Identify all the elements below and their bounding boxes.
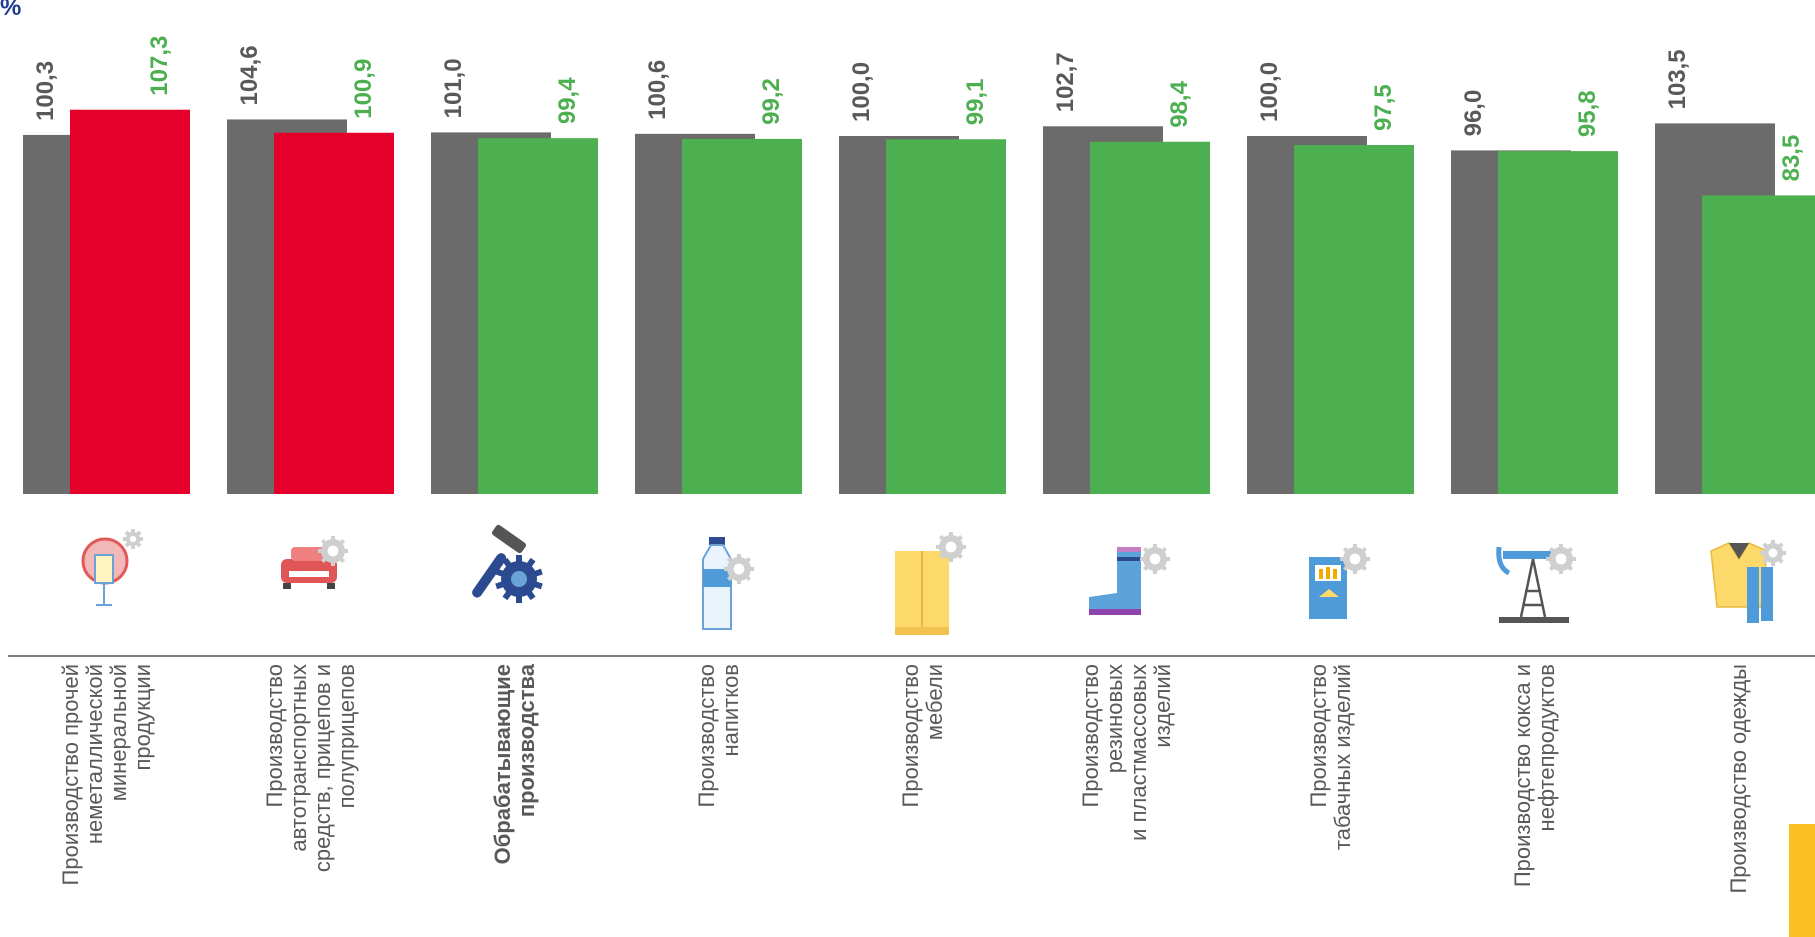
- category-label-8: Производство одежды: [1726, 664, 1751, 894]
- cigarettes-icon: [1309, 544, 1370, 619]
- category-label-line: средств, прицепов и: [310, 664, 335, 872]
- bar-colored-0: [70, 109, 190, 494]
- category-label-line: Производство: [1306, 664, 1331, 807]
- car-icon: [281, 536, 348, 589]
- hammer-gear-icon: [472, 524, 543, 603]
- value-label-grey-3: 100,6: [644, 60, 671, 120]
- value-label-grey-6: 100,0: [1256, 62, 1283, 122]
- category-label-line: неметаллической: [82, 664, 107, 844]
- category-label-5: Производство резиновых и пластмассовых изде…: [1078, 664, 1175, 841]
- category-label-line: изделий: [1150, 664, 1175, 748]
- value-label-grey-2: 101,0: [440, 58, 467, 118]
- value-label-colored-5: 98,4: [1166, 80, 1193, 127]
- oil-pump-icon: [1496, 544, 1576, 623]
- value-label-colored-0: 107,3: [146, 36, 173, 96]
- boot-icon: [1089, 544, 1170, 615]
- category-label-line: нефтепродуктов: [1534, 664, 1559, 831]
- category-label-line: Производство прочей: [58, 664, 83, 885]
- category-label-line: Производство: [262, 664, 287, 807]
- category-label-line: автотранспортных: [286, 664, 311, 852]
- category-label-2: Обрабатывающие производства: [490, 663, 539, 864]
- bar-colored-7: [1498, 151, 1618, 494]
- category-label-1: Производство автотранспортных средств, при…: [262, 664, 359, 872]
- value-label-grey-5: 102,7: [1052, 52, 1079, 112]
- glass-icon: [81, 529, 143, 606]
- bar-colored-5: [1090, 141, 1210, 494]
- value-label-colored-4: 99,1: [962, 79, 989, 126]
- category-label-line: резиновых: [1102, 664, 1127, 773]
- category-label-line: Производство: [1078, 664, 1103, 807]
- value-label-colored-8: 83,5: [1778, 135, 1805, 182]
- value-label-colored-6: 97,5: [1370, 84, 1397, 131]
- category-label-line: производства: [514, 663, 539, 817]
- bar-colored-1: [274, 132, 394, 494]
- value-label-grey-0: 100,3: [32, 61, 59, 121]
- bar-colored-3: [682, 138, 802, 494]
- category-label-line: полуприцепов: [334, 664, 359, 808]
- category-label-line: напитков: [718, 664, 743, 756]
- value-label-grey-4: 100,0: [848, 62, 875, 122]
- category-label-7: Производство кокса и нефтепродуктов: [1510, 664, 1559, 887]
- value-label-colored-7: 95,8: [1574, 90, 1601, 137]
- category-label-line: Производство кокса и: [1510, 664, 1535, 887]
- category-label-3: Производство напитков: [694, 664, 743, 807]
- category-label-4: Производство мебели: [898, 664, 947, 807]
- value-label-colored-2: 99,4: [554, 77, 581, 124]
- category-label-line: Обрабатывающие: [490, 664, 515, 864]
- bottle-icon: [702, 537, 754, 630]
- bar-colored-2: [478, 138, 598, 494]
- category-label-line: Производство: [898, 664, 923, 807]
- clothing-icon: [1710, 540, 1786, 623]
- category-label-line: и пластмассовых: [1126, 664, 1151, 841]
- category-label-0: Производство прочей неметаллической минера…: [58, 664, 155, 885]
- wardrobe-icon: [895, 532, 966, 635]
- category-label-line: минеральной: [106, 664, 131, 801]
- category-label-6: Производство табачных изделий: [1306, 664, 1355, 850]
- bar-colored-6: [1294, 145, 1414, 494]
- bar-colored-8: [1702, 195, 1815, 494]
- value-label-grey-1: 104,6: [236, 45, 263, 105]
- value-label-grey-8: 103,5: [1664, 49, 1691, 109]
- category-label-line: табачных изделий: [1330, 664, 1355, 850]
- unit-label: %: [0, 0, 22, 21]
- value-label-colored-1: 100,9: [350, 59, 377, 119]
- category-label-line: мебели: [922, 664, 947, 740]
- value-label-colored-3: 99,2: [758, 78, 785, 125]
- category-label-line: продукции: [130, 664, 155, 771]
- value-label-grey-7: 96,0: [1460, 90, 1487, 137]
- bar-colored-4: [886, 139, 1006, 495]
- corner-accent: [1789, 824, 1815, 937]
- category-label-line: Производство: [694, 664, 719, 807]
- category-label-line: Производство одежды: [1726, 664, 1751, 894]
